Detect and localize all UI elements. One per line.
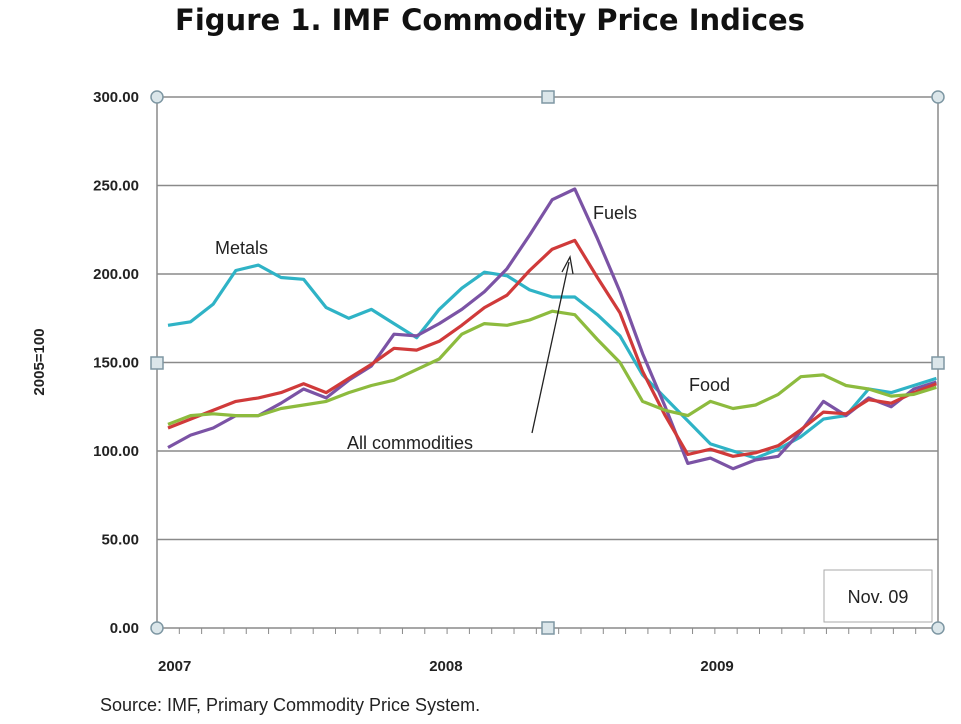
y-tick-label: 300.00 bbox=[93, 89, 139, 106]
y-tick-label: 50.00 bbox=[101, 532, 139, 549]
end-date-box bbox=[823, 569, 933, 623]
y-tick-label: 150.00 bbox=[93, 355, 139, 372]
arrow-head bbox=[561, 255, 574, 275]
resize-handle-corner bbox=[150, 90, 164, 104]
resize-handle-corner bbox=[931, 621, 945, 635]
resize-handle-corner bbox=[931, 90, 945, 104]
source-note: Source: IMF, Primary Commodity Price Sys… bbox=[100, 695, 480, 715]
label-all-commodities: All commodities bbox=[347, 433, 473, 453]
x-tick-label: 2007 bbox=[158, 658, 191, 675]
y-tick-label: 250.00 bbox=[93, 178, 139, 195]
resize-handle-side bbox=[541, 621, 555, 635]
y-tick-label: 100.00 bbox=[93, 443, 139, 460]
y-tick-label: 200.00 bbox=[93, 266, 139, 283]
resize-handle-side bbox=[931, 356, 945, 370]
label-fuels: Fuels bbox=[593, 203, 637, 223]
x-tick-label: 2008 bbox=[429, 658, 462, 675]
series-line-all-commodities bbox=[167, 238, 937, 458]
series-line-food bbox=[167, 309, 937, 426]
resize-handle-side bbox=[150, 356, 164, 370]
series-line-metals bbox=[167, 263, 937, 460]
resize-handle-corner bbox=[150, 621, 164, 635]
label-metals: Metals bbox=[215, 238, 268, 258]
series-line-fuels bbox=[167, 187, 937, 471]
annotation-arrow bbox=[531, 261, 570, 434]
x-tick-label: 2009 bbox=[700, 658, 733, 675]
resize-handle-side bbox=[541, 90, 555, 104]
end-date-label: Nov. 09 bbox=[848, 587, 909, 607]
label-food: Food bbox=[689, 375, 730, 395]
y-axis-label: 2005=100 bbox=[31, 328, 48, 395]
chart-title: Figure 1. IMF Commodity Price Indices bbox=[175, 3, 805, 37]
y-tick-label: 0.00 bbox=[110, 620, 139, 637]
